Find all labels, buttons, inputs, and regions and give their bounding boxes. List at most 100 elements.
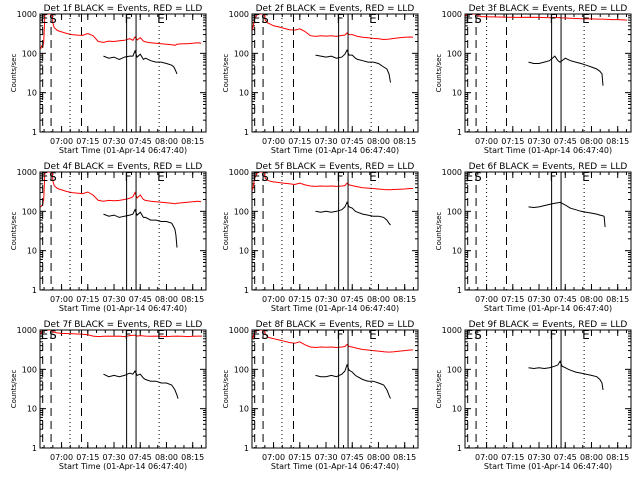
panel-1: Det 1f BLACK = Events, RED = LLD 1 10 100 10… — [10, 4, 207, 155]
y-tick-label: 1000 — [17, 10, 37, 19]
marker-label-s: S — [474, 12, 482, 26]
y-tick-label: 1 — [244, 128, 249, 137]
x-axis-label: Start Time (01-Apr-14 06:47:40) — [484, 304, 612, 313]
y-tick-label: 1000 — [17, 168, 37, 177]
marker-label-e: E — [157, 12, 165, 26]
plot-frame — [39, 171, 207, 291]
x-tick-label: 07:45 — [341, 295, 364, 304]
x-tick-label: 08:15 — [606, 453, 629, 462]
x-tick-label: 08:15 — [606, 137, 629, 146]
events-series-line — [315, 363, 391, 399]
y-tick-label: 1 — [244, 286, 249, 295]
y-tick-label: 1000 — [442, 168, 462, 177]
marker-label-e: E — [253, 170, 261, 184]
marker-label-e: E — [369, 328, 377, 342]
panel-title: Det 5f BLACK = Events, RED = LLD — [256, 162, 415, 172]
plot-frame — [39, 329, 207, 449]
y-axis-label: Counts/sec — [435, 212, 443, 251]
panel-title: Det 1f BLACK = Events, RED = LLD — [44, 4, 203, 14]
lld-series-line — [252, 172, 414, 191]
x-tick-label: 07:15 — [501, 453, 524, 462]
marker-label-f: F — [125, 170, 132, 184]
panel-4: Det 4f BLACK = Events, RED = LLD 1 10 100 10… — [10, 162, 207, 313]
plot-area — [252, 14, 414, 132]
y-tick-label: 1000 — [229, 168, 249, 177]
plot-area — [252, 330, 414, 448]
events-series-line — [528, 201, 606, 228]
marker-label-e: E — [582, 328, 590, 342]
x-tick-label: 08:00 — [580, 137, 603, 146]
plot-area — [40, 330, 203, 448]
plot-area — [467, 172, 606, 290]
marker-label-e: E — [466, 328, 474, 342]
y-tick-label: 1 — [457, 444, 462, 453]
events-series-line — [103, 208, 178, 248]
panel-2: Det 2f BLACK = Events, RED = LLD 1 10 100 10… — [222, 4, 419, 155]
x-tick-label: 07:00 — [475, 295, 498, 304]
y-tick-label: 100 — [22, 365, 37, 374]
y-tick-label: 100 — [22, 207, 37, 216]
plot-frame — [464, 13, 632, 133]
y-tick-label: 1000 — [442, 326, 462, 335]
marker-label-e: E — [582, 170, 590, 184]
x-tick-label: 08:00 — [580, 453, 603, 462]
plot-area — [465, 14, 628, 132]
x-tick-label: 07:15 — [501, 137, 524, 146]
y-tick-label: 10 — [239, 247, 249, 256]
marker-label-e: E — [466, 12, 474, 26]
x-tick-label: 08:15 — [393, 137, 416, 146]
y-tick-label: 1000 — [229, 326, 249, 335]
x-tick-label: 07:30 — [527, 295, 550, 304]
x-tick-label: 07:15 — [76, 453, 99, 462]
x-tick-label: 08:00 — [155, 453, 178, 462]
marker-label-e: E — [157, 328, 165, 342]
events-series-line — [315, 49, 391, 83]
y-tick-label: 1 — [244, 444, 249, 453]
marker-label-s: S — [49, 328, 57, 342]
marker-label-s: S — [261, 12, 269, 26]
x-tick-label: 08:15 — [393, 295, 416, 304]
events-series-line — [103, 370, 179, 399]
y-tick-label: 1000 — [442, 10, 462, 19]
panel-title: Det 7f BLACK = Events, RED = LLD — [44, 320, 203, 330]
events-series-line — [528, 55, 604, 86]
y-axis-label: Counts/sec — [10, 370, 18, 409]
marker-label-e: E — [253, 12, 261, 26]
panel-5: Det 5f BLACK = Events, RED = LLD 1 10 100 10… — [222, 162, 419, 313]
x-tick-label: 07:45 — [129, 453, 152, 462]
x-tick-label: 07:45 — [554, 453, 577, 462]
plot-frame — [464, 329, 632, 449]
marker-label-s: S — [474, 170, 482, 184]
marker-label-e: E — [41, 170, 49, 184]
marker-label-f: F — [125, 328, 132, 342]
panel-title: Det 3f BLACK = Events, RED = LLD — [469, 4, 628, 14]
x-tick-label: 07:45 — [341, 137, 364, 146]
x-tick-label: 08:00 — [155, 137, 178, 146]
lld-series-line — [252, 330, 414, 353]
x-tick-label: 08:00 — [155, 295, 178, 304]
x-tick-label: 08:15 — [606, 295, 629, 304]
y-tick-label: 10 — [452, 405, 462, 414]
plot-frame — [251, 13, 419, 133]
x-tick-label: 07:00 — [262, 453, 285, 462]
y-tick-label: 100 — [447, 49, 462, 58]
y-tick-label: 1 — [32, 286, 37, 295]
marker-label-e: E — [369, 12, 377, 26]
x-tick-label: 07:15 — [288, 137, 311, 146]
x-tick-label: 07:30 — [102, 453, 125, 462]
marker-label-s: S — [49, 170, 57, 184]
panel-9: Det 9f BLACK = Events, RED = LLD 1 10 100 10… — [435, 320, 632, 471]
x-tick-label: 08:00 — [367, 453, 390, 462]
marker-label-f: F — [550, 12, 557, 26]
x-tick-label: 08:00 — [367, 295, 390, 304]
x-tick-label: 07:15 — [288, 453, 311, 462]
x-tick-label: 07:00 — [50, 137, 73, 146]
x-tick-label: 08:15 — [393, 453, 416, 462]
x-tick-label: 07:45 — [341, 453, 364, 462]
marker-label-e: E — [466, 170, 474, 184]
y-tick-label: 100 — [234, 365, 249, 374]
marker-label-e: E — [41, 12, 49, 26]
lld-series-line — [40, 14, 202, 50]
panel-6: Det 6f BLACK = Events, RED = LLD 1 10 100 10… — [435, 162, 632, 313]
marker-label-s: S — [474, 328, 482, 342]
